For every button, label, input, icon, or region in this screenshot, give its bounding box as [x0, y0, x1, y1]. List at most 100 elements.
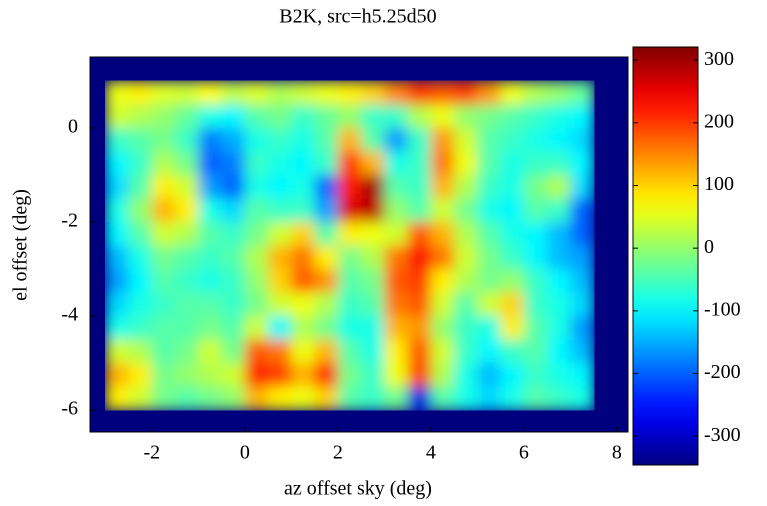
- heatmap-cell: [105, 339, 130, 364]
- heatmap-cell: [523, 386, 548, 411]
- heatmap-cell: [547, 245, 571, 270]
- heatmap-cell: [384, 339, 409, 364]
- heatmap-cell: [291, 198, 316, 223]
- heatmap-cell: [477, 339, 502, 364]
- heatmap-cell: [477, 362, 502, 387]
- heatmap-cell: [314, 127, 339, 152]
- heatmap-cell: [547, 339, 571, 364]
- heatmap-cell: [523, 151, 548, 176]
- heatmap-cell: [291, 80, 316, 105]
- heatmap-cell: [361, 198, 385, 223]
- heatmap-cell: [547, 104, 571, 129]
- heatmap-cell: [151, 80, 176, 105]
- heatmap-cell: [570, 362, 595, 387]
- heatmap-cell: [384, 315, 409, 340]
- heatmap-cell: [523, 245, 548, 270]
- x-tick-label: 4: [426, 442, 436, 464]
- heatmap-cell: [244, 104, 269, 129]
- heatmap-cell: [477, 221, 502, 246]
- heatmap-cell: [198, 174, 223, 199]
- heatmap-cell: [500, 104, 525, 129]
- heatmap-cell: [128, 174, 153, 199]
- heatmap-cell: [128, 104, 153, 129]
- heatmap-cell: [314, 104, 339, 129]
- heatmap-cell: [291, 386, 316, 411]
- heatmap-cell: [570, 315, 595, 340]
- heatmap-cell: [454, 127, 478, 152]
- heatmap-cell: [105, 245, 130, 270]
- heatmap-cell: [477, 127, 502, 152]
- heatmap-cell: [151, 339, 176, 364]
- heatmap-cell: [151, 292, 176, 317]
- heatmap-cell: [500, 245, 525, 270]
- x-tick-label: 6: [519, 442, 529, 464]
- heatmap-cell: [105, 80, 130, 105]
- heatmap-cell: [128, 292, 153, 317]
- heatmap-cell: [384, 268, 409, 293]
- heatmap-cell: [244, 245, 269, 270]
- heatmap-cell: [430, 151, 455, 176]
- heatmap-cell: [523, 221, 548, 246]
- heatmap-cell: [221, 221, 246, 246]
- heatmap-cell: [268, 292, 292, 317]
- colorbar: [632, 46, 699, 466]
- heatmap-cell: [500, 386, 525, 411]
- heatmap-cell: [105, 315, 130, 340]
- heatmap-cell: [105, 151, 130, 176]
- heatmap-cell: [291, 174, 316, 199]
- heatmap-cell: [361, 245, 385, 270]
- heatmap-cell: [105, 221, 130, 246]
- heatmap-cell: [570, 339, 595, 364]
- heatmap-cell: [221, 362, 246, 387]
- colorbar-tick-label: -100: [704, 298, 741, 320]
- heatmap-cell: [314, 221, 339, 246]
- heatmap-cell: [500, 292, 525, 317]
- heatmap-cell: [128, 151, 153, 176]
- heatmap-cell: [454, 292, 478, 317]
- heatmap-cell: [407, 174, 432, 199]
- heatmap-cell: [384, 80, 409, 105]
- heatmap-cell: [547, 315, 571, 340]
- heatmap-cell: [175, 386, 199, 411]
- heatmap-cell: [547, 127, 571, 152]
- heatmap-cell: [454, 221, 478, 246]
- heatmap-cell: [337, 221, 362, 246]
- heatmap-cell: [477, 245, 502, 270]
- colorbar-tick-label: 100: [704, 173, 734, 195]
- heatmap-cell: [198, 292, 223, 317]
- heatmap-cell: [523, 268, 548, 293]
- heatmap-cell: [105, 127, 130, 152]
- heatmap-cell: [175, 151, 199, 176]
- heatmap-cell: [268, 245, 292, 270]
- heatmap-cell: [430, 292, 455, 317]
- heatmap-cell: [314, 268, 339, 293]
- heatmap-cell: [198, 127, 223, 152]
- heatmap-cell: [314, 315, 339, 340]
- heatmap-cell: [430, 174, 455, 199]
- heatmap-cell: [361, 80, 385, 105]
- heatmap-cell: [128, 221, 153, 246]
- heatmap-cell: [523, 127, 548, 152]
- heatmap-cell: [570, 386, 595, 411]
- heatmap-cell: [268, 174, 292, 199]
- heatmap-cell: [291, 104, 316, 129]
- heatmap-cell: [268, 151, 292, 176]
- heatmap-cell: [547, 198, 571, 223]
- heatmap-cell: [454, 245, 478, 270]
- heatmap-cell: [244, 362, 269, 387]
- heatmap-cell: [337, 268, 362, 293]
- heatmap-cell: [314, 245, 339, 270]
- heatmap-cell: [477, 80, 502, 105]
- heatmap-cell: [477, 104, 502, 129]
- plot-frame: [89, 56, 629, 433]
- heatmap-cell: [151, 386, 176, 411]
- heatmap-cell: [128, 245, 153, 270]
- heatmap-cell: [244, 198, 269, 223]
- heatmap-cell: [500, 174, 525, 199]
- heatmap-cell: [314, 362, 339, 387]
- heatmap-cell: [430, 245, 455, 270]
- heatmap-cell: [151, 174, 176, 199]
- heatmap-cell: [477, 268, 502, 293]
- colorbar-tick-label: 300: [704, 48, 734, 70]
- heatmap-cell: [198, 339, 223, 364]
